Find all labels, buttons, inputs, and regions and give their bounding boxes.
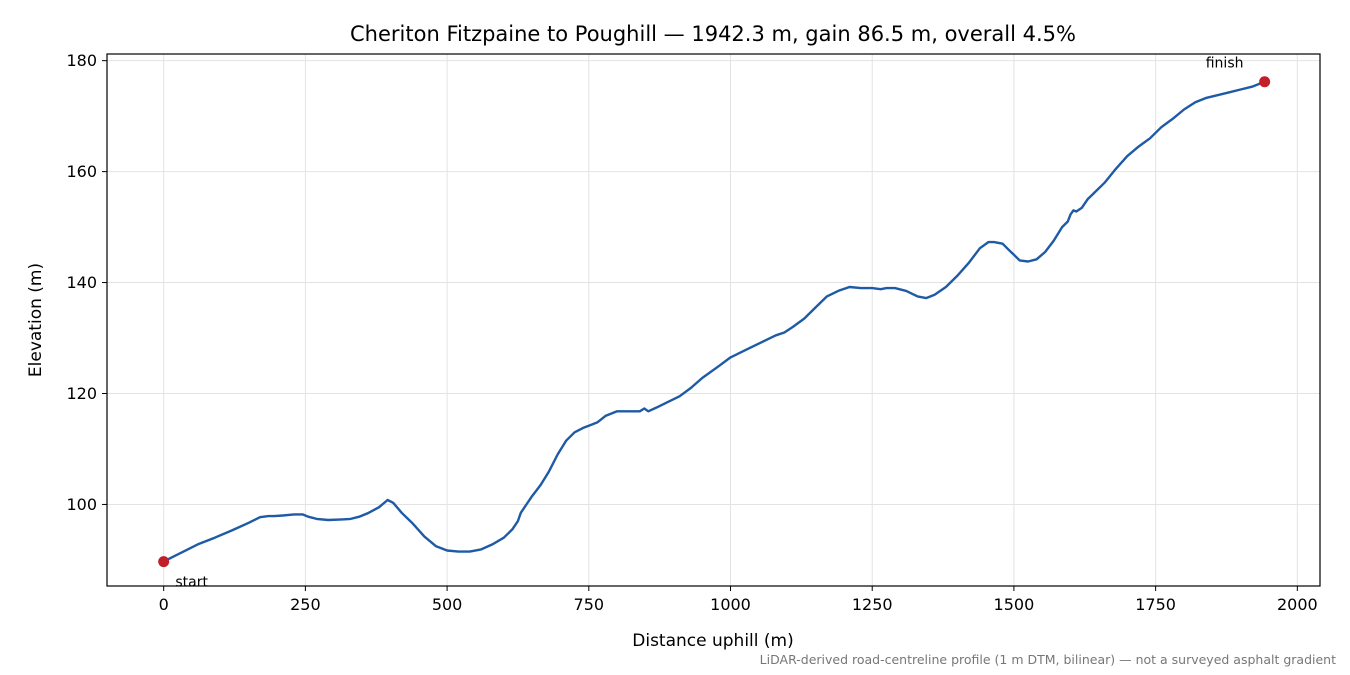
x-tick-label: 1500 [994, 595, 1035, 614]
finish-marker [1259, 76, 1271, 88]
y-tick-label: 160 [66, 162, 97, 181]
tick-layer: 0 250 500 750 1000 1250 1500 1750 2000 100 120 140 1… [66, 51, 1317, 614]
x-tick-label: 250 [290, 595, 321, 614]
finish-label: finish [1206, 56, 1244, 72]
y-tick-label: 120 [66, 384, 97, 403]
series-layer [162, 80, 1266, 563]
x-tick-label: 2000 [1277, 595, 1318, 614]
y-tick-label: 100 [66, 495, 97, 514]
x-tick-label: 500 [432, 595, 463, 614]
y-tick-label: 140 [66, 273, 97, 292]
start-marker [158, 556, 170, 568]
x-axis-label: Distance uphill (m) [632, 631, 793, 651]
chart-title: Cheriton Fitzpaine to Poughill — 1942.3 … [350, 22, 1076, 46]
elevation-profile-line [162, 80, 1266, 563]
grid-layer [107, 54, 1320, 586]
x-tick-label: 1250 [852, 595, 893, 614]
x-tick-label: 1000 [710, 595, 751, 614]
x-tick-label: 750 [574, 595, 605, 614]
marker-layer: start finish [158, 56, 1271, 591]
x-tick-label: 0 [159, 595, 169, 614]
footnote: LiDAR-derived road-centreline profile (1… [760, 652, 1336, 667]
start-label: start [175, 575, 208, 591]
x-tick-label: 1750 [1135, 595, 1176, 614]
y-tick-label: 180 [66, 51, 97, 70]
plot-frame [106, 53, 1321, 587]
y-axis-label: Elevation (m) [26, 263, 46, 377]
